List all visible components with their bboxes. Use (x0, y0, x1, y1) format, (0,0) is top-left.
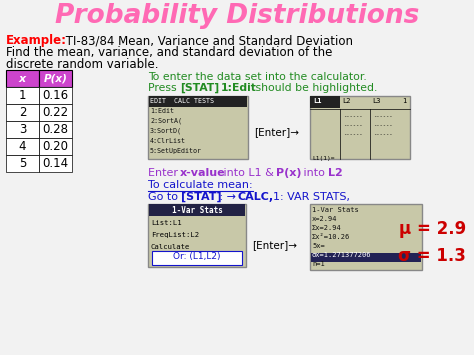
Text: Σx=2.94: Σx=2.94 (312, 225, 342, 231)
Text: Enter: Enter (148, 168, 182, 178)
Text: Press: Press (148, 83, 180, 93)
Bar (6, 104, 39, 121)
Bar (152, 251, 242, 265)
Text: discrete random variable.: discrete random variable. (6, 58, 158, 71)
Text: FreqList:L2: FreqList:L2 (151, 232, 199, 238)
Text: μ = 2.9: μ = 2.9 (399, 220, 466, 238)
Text: ------: ------ (373, 132, 392, 137)
Text: To calculate mean:: To calculate mean: (148, 180, 253, 190)
Bar (149, 204, 245, 216)
Bar (6, 87, 39, 104)
Text: 1-Var Stats: 1-Var Stats (172, 206, 222, 215)
Bar (149, 96, 247, 107)
Text: 1: VAR STATS,: 1: VAR STATS, (266, 192, 350, 202)
Bar (148, 96, 248, 159)
Text: σx=1.271377206: σx=1.271377206 (312, 252, 372, 258)
Text: x: x (19, 73, 26, 83)
Text: into L1 &: into L1 & (220, 168, 277, 178)
Text: L2: L2 (342, 98, 350, 104)
Text: L3: L3 (372, 98, 381, 104)
Text: Or: (L1,L2): Or: (L1,L2) (173, 252, 221, 261)
Text: L1: L1 (313, 98, 321, 104)
Text: CALC,: CALC, (238, 192, 274, 202)
Text: 4:ClrList: 4:ClrList (150, 138, 186, 144)
Text: 5: 5 (19, 157, 26, 170)
Bar (310, 96, 410, 159)
Text: ------: ------ (373, 114, 392, 119)
Text: Example:: Example: (6, 34, 67, 47)
Text: should be highlighted.: should be highlighted. (252, 83, 377, 93)
Text: Calculate: Calculate (151, 244, 191, 250)
Text: 1:Edit: 1:Edit (150, 108, 174, 114)
Text: ------: ------ (373, 123, 392, 128)
Text: 2: 2 (19, 106, 26, 119)
Text: .: . (216, 83, 223, 93)
Text: 2:SortA(: 2:SortA( (150, 118, 182, 125)
Text: List:L1: List:L1 (151, 220, 182, 226)
Text: 3: 3 (19, 123, 26, 136)
Text: P(x): P(x) (44, 73, 67, 83)
Bar (311, 253, 421, 262)
Text: [STAT]: [STAT] (180, 83, 219, 93)
Text: x=2.94: x=2.94 (312, 216, 337, 222)
Text: 1: 1 (402, 98, 406, 104)
Text: Find the mean, variance, and standard deviation of the: Find the mean, variance, and standard de… (6, 46, 332, 59)
Bar (6, 138, 39, 155)
Text: into: into (300, 168, 328, 178)
Bar (310, 204, 422, 270)
Bar (6, 70, 39, 87)
Text: 0.28: 0.28 (43, 123, 69, 136)
Text: 1:Edit: 1:Edit (221, 83, 257, 93)
Text: EDIT  CALC TESTS: EDIT CALC TESTS (150, 98, 214, 104)
Bar (39, 155, 72, 172)
Text: Go to: Go to (148, 192, 182, 202)
Text: 1-Var Stats: 1-Var Stats (312, 207, 359, 213)
Text: σ = 1.3: σ = 1.3 (398, 247, 466, 265)
Text: : →: : → (216, 192, 239, 202)
Text: 4: 4 (19, 140, 26, 153)
Text: [Enter]→: [Enter]→ (252, 240, 297, 250)
Text: ------: ------ (343, 114, 363, 119)
Bar (39, 104, 72, 121)
Text: 0.16: 0.16 (43, 89, 69, 102)
Bar (6, 155, 39, 172)
Text: Probability Distributions: Probability Distributions (55, 3, 419, 29)
Text: [Enter]→: [Enter]→ (254, 127, 299, 137)
Text: 0.20: 0.20 (43, 140, 69, 153)
Text: Σx²=10.26: Σx²=10.26 (312, 234, 350, 240)
Text: L1(1)=: L1(1)= (312, 156, 335, 161)
Bar (148, 204, 246, 267)
Text: [STAT]: [STAT] (181, 192, 222, 202)
Text: 1: 1 (19, 89, 26, 102)
Bar (6, 121, 39, 138)
Bar (310, 96, 340, 108)
Text: ------: ------ (343, 132, 363, 137)
Text: n=1: n=1 (312, 261, 325, 267)
Text: 0.22: 0.22 (43, 106, 69, 119)
Text: To enter the data set into the calculator.: To enter the data set into the calculato… (148, 72, 367, 82)
Text: TI-83/84 Mean, Variance and Standard Deviation: TI-83/84 Mean, Variance and Standard Dev… (62, 34, 353, 47)
Text: 3:SortD(: 3:SortD( (150, 128, 182, 135)
Bar (39, 138, 72, 155)
Text: ------: ------ (343, 123, 363, 128)
Text: x-value: x-value (180, 168, 226, 178)
Bar (39, 87, 72, 104)
Text: 5:SetUpEditor: 5:SetUpEditor (150, 148, 202, 154)
Text: 0.14: 0.14 (43, 157, 69, 170)
Text: L2: L2 (328, 168, 343, 178)
Text: 5x=: 5x= (312, 243, 325, 249)
Bar (39, 70, 72, 87)
Bar (39, 121, 72, 138)
Text: P(x): P(x) (276, 168, 301, 178)
